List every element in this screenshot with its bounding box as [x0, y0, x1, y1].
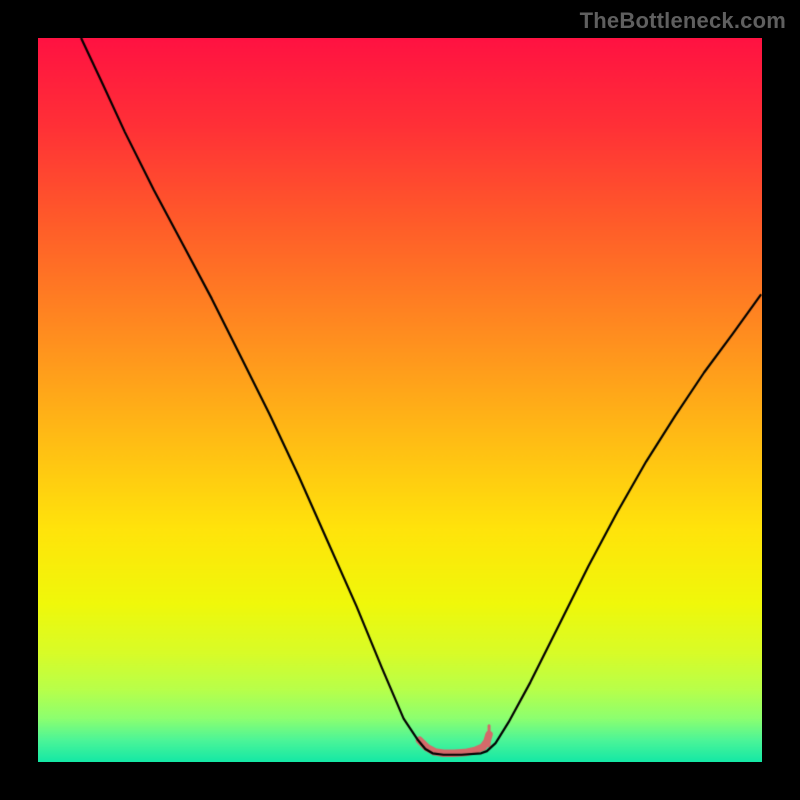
chart-stage: TheBottleneck.com	[0, 0, 800, 800]
plot-container	[38, 38, 762, 762]
watermark-text: TheBottleneck.com	[580, 8, 786, 34]
bottleneck-curve-chart	[38, 38, 762, 762]
